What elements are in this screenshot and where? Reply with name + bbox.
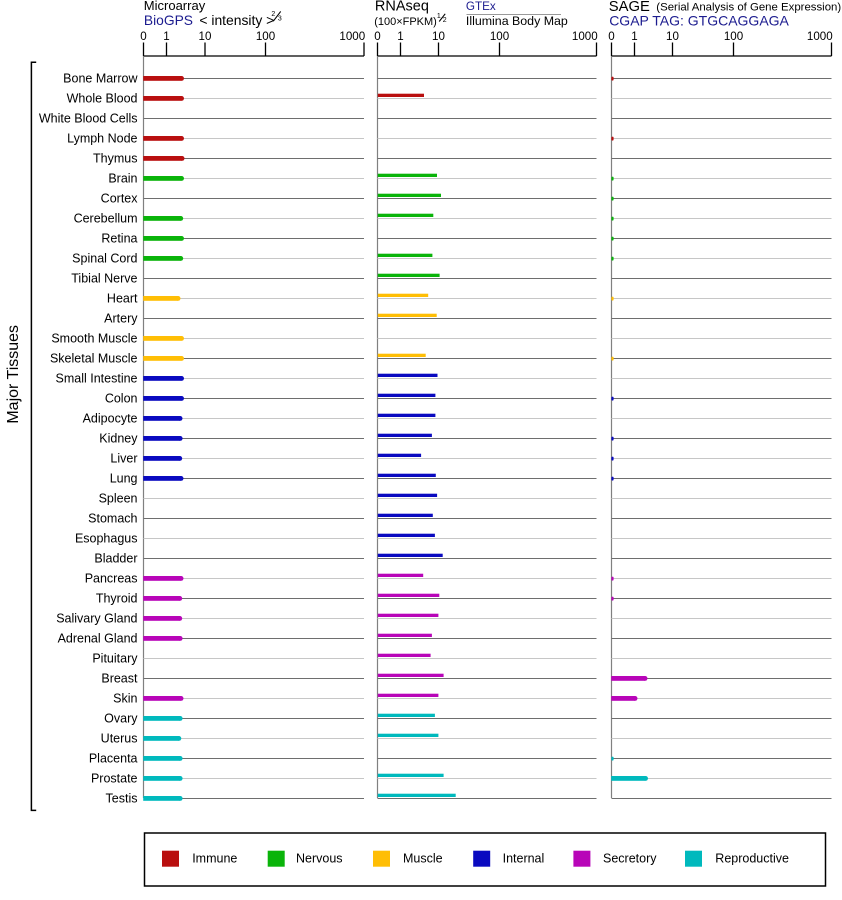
svg-text:Uterus: Uterus <box>101 731 138 745</box>
svg-text:1000: 1000 <box>807 30 833 43</box>
svg-text:SAGE: SAGE <box>609 0 650 15</box>
svg-text:Muscle: Muscle <box>403 852 443 866</box>
svg-text:Kidney: Kidney <box>99 431 138 445</box>
svg-text:Thyroid: Thyroid <box>96 591 138 605</box>
svg-text:0: 0 <box>140 30 146 43</box>
svg-text:1: 1 <box>163 30 169 43</box>
svg-text:White Blood Cells: White Blood Cells <box>39 111 138 125</box>
svg-text:10: 10 <box>666 30 679 43</box>
svg-text:Prostate: Prostate <box>91 771 138 785</box>
svg-text:BioGPS: BioGPS <box>144 13 193 28</box>
svg-text:Heart: Heart <box>107 291 138 305</box>
svg-text:1: 1 <box>631 30 637 43</box>
svg-text:Pituitary: Pituitary <box>92 651 138 665</box>
svg-text:Placenta: Placenta <box>89 751 138 765</box>
svg-text:100: 100 <box>256 30 275 43</box>
svg-text:Microarray: Microarray <box>144 0 206 13</box>
svg-text:Smooth Muscle: Smooth Muscle <box>51 331 137 345</box>
svg-text:Major Tissues: Major Tissues <box>5 325 22 424</box>
svg-text:1000: 1000 <box>339 30 365 43</box>
svg-text:Lymph Node: Lymph Node <box>67 131 137 145</box>
svg-text:Bone Marrow: Bone Marrow <box>63 71 138 85</box>
svg-text:Adrenal Gland: Adrenal Gland <box>58 631 138 645</box>
svg-text:Skin: Skin <box>113 691 137 705</box>
svg-text:Thymus: Thymus <box>93 151 137 165</box>
svg-text:2: 2 <box>443 17 447 24</box>
svg-text:Immune: Immune <box>192 852 237 866</box>
svg-text:Lung: Lung <box>110 471 138 485</box>
svg-text:Breast: Breast <box>101 671 138 685</box>
svg-text:Testis: Testis <box>106 791 138 805</box>
svg-text:(100×FPKM): (100×FPKM) <box>374 16 437 28</box>
svg-text:Ovary: Ovary <box>104 711 138 725</box>
svg-text:Artery: Artery <box>104 311 138 325</box>
svg-text:100: 100 <box>490 30 509 43</box>
svg-text:Salivary Gland: Salivary Gland <box>56 611 137 625</box>
svg-text:Cerebellum: Cerebellum <box>74 211 138 225</box>
svg-text:1000: 1000 <box>572 30 598 43</box>
svg-text:Reproductive: Reproductive <box>715 852 789 866</box>
svg-text:Secretory: Secretory <box>603 852 657 866</box>
svg-text:Pancreas: Pancreas <box>85 571 138 585</box>
svg-text:1: 1 <box>397 30 403 43</box>
svg-text:10: 10 <box>432 30 445 43</box>
svg-text:Whole Blood: Whole Blood <box>67 91 138 105</box>
svg-text:0: 0 <box>608 30 614 43</box>
svg-text:1: 1 <box>437 13 441 20</box>
svg-text:CGAP TAG: GTGCAGGAGA: CGAP TAG: GTGCAGGAGA <box>609 13 789 29</box>
svg-text:Cortex: Cortex <box>101 191 139 205</box>
svg-text:2: 2 <box>271 11 275 18</box>
svg-text:Esophagus: Esophagus <box>75 531 138 545</box>
svg-text:Retina: Retina <box>101 231 137 245</box>
svg-text:0: 0 <box>374 30 380 43</box>
svg-text:GTEx: GTEx <box>466 0 496 13</box>
svg-text:Bladder: Bladder <box>94 551 137 565</box>
svg-text:Nervous: Nervous <box>296 852 343 866</box>
svg-text:Tibial Nerve: Tibial Nerve <box>71 271 137 285</box>
svg-text:< intensity >: < intensity > <box>199 12 274 28</box>
svg-text:Brain: Brain <box>108 171 137 185</box>
svg-text:100: 100 <box>724 30 743 43</box>
svg-text:Small Intestine: Small Intestine <box>56 371 138 385</box>
svg-text:Spleen: Spleen <box>99 491 138 505</box>
svg-text:Internal: Internal <box>503 852 545 866</box>
svg-text:Illumina Body Map: Illumina Body Map <box>466 14 568 28</box>
svg-text:Colon: Colon <box>105 391 138 405</box>
svg-text:Spinal Cord: Spinal Cord <box>72 251 137 265</box>
svg-text:Skeletal Muscle: Skeletal Muscle <box>50 351 138 365</box>
svg-text:10: 10 <box>199 30 212 43</box>
svg-text:Adipocyte: Adipocyte <box>83 411 138 425</box>
svg-text:Liver: Liver <box>110 451 137 465</box>
svg-text:RNAseq: RNAseq <box>375 0 429 15</box>
svg-text:3: 3 <box>278 16 282 23</box>
svg-text:Stomach: Stomach <box>88 511 137 525</box>
svg-text:(Serial Analysis of Gene Expre: (Serial Analysis of Gene Expression) <box>656 2 841 14</box>
